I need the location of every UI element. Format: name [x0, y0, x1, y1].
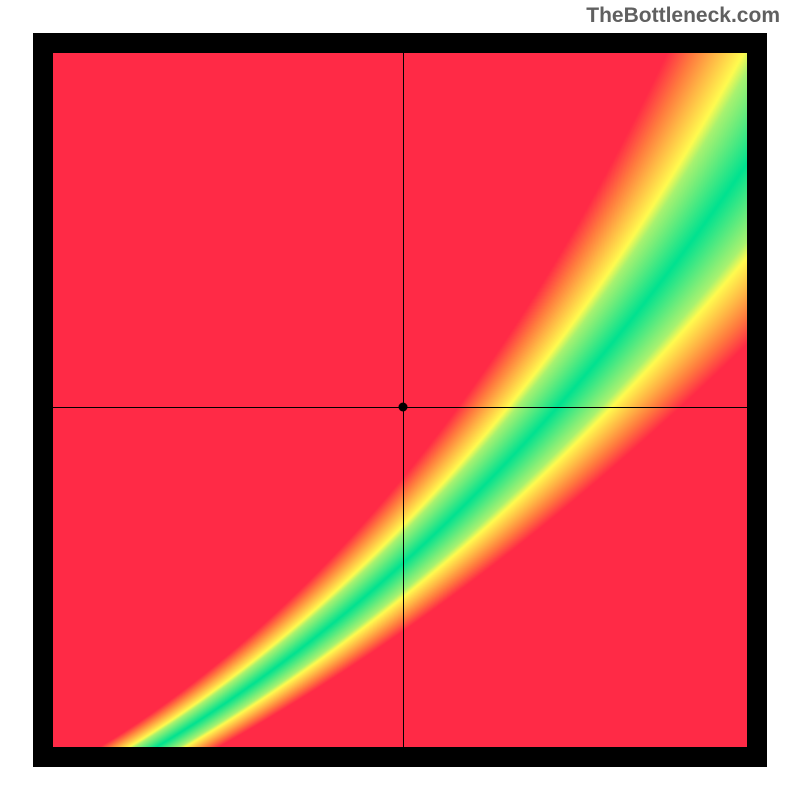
crosshair-marker [399, 402, 408, 411]
chart-container: TheBottleneck.com [0, 0, 800, 800]
heatmap-canvas [53, 53, 747, 747]
plot-area [53, 53, 747, 747]
crosshair-vertical [403, 53, 404, 747]
watermark-text: TheBottleneck.com [586, 4, 780, 28]
chart-frame [33, 33, 767, 767]
